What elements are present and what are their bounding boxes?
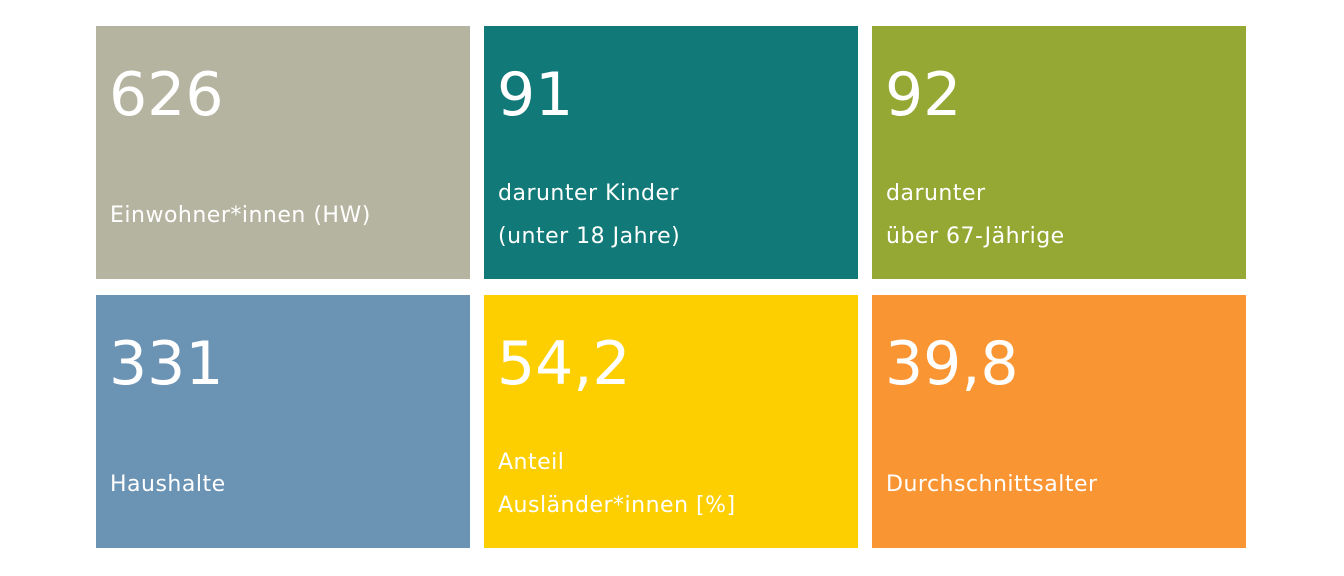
label-line: über 67-Jährige bbox=[886, 224, 1065, 249]
stat-label: darunter Kinder (unter 18 Jahre) bbox=[498, 26, 680, 279]
stat-tile: 91 darunter Kinder (unter 18 Jahre) bbox=[484, 26, 858, 279]
stat-value: 626 bbox=[109, 60, 224, 130]
stat-tile: 92 darunter über 67-Jährige bbox=[872, 26, 1246, 279]
label-line: Einwohner*innen (HW) bbox=[110, 202, 371, 228]
stat-label: Haushalte bbox=[110, 295, 226, 548]
stat-value: 331 bbox=[109, 329, 224, 399]
stat-tile: 39,8 Durchschnittsalter bbox=[872, 295, 1246, 548]
label-line: darunter Kinder bbox=[498, 181, 680, 206]
stat-value: 92 bbox=[885, 60, 962, 130]
tile-grid: 626 Einwohner*innen (HW) 91 darunter Kinder… bbox=[96, 26, 1246, 548]
stat-value: 91 bbox=[497, 60, 574, 130]
stat-label: Einwohner*innen (HW) bbox=[110, 26, 371, 279]
stat-label: Anteil Ausländer*innen [%] bbox=[498, 295, 736, 548]
label-line: (unter 18 Jahre) bbox=[498, 224, 681, 249]
label-line: darunter bbox=[886, 181, 986, 206]
label-line: Durchschnittsalter bbox=[886, 471, 1098, 497]
label-line: Haushalte bbox=[110, 471, 226, 497]
label-line: Ausländer*innen [%] bbox=[498, 493, 736, 518]
stat-label: darunter über 67-Jährige bbox=[886, 26, 1065, 279]
stat-value: 54,2 bbox=[497, 329, 631, 399]
stat-tile: 54,2 Anteil Ausländer*innen [%] bbox=[484, 295, 858, 548]
stat-value: 39,8 bbox=[885, 329, 1019, 399]
stat-label: Durchschnittsalter bbox=[886, 295, 1098, 548]
stat-tile: 331 Haushalte bbox=[96, 295, 470, 548]
stat-tile: 626 Einwohner*innen (HW) bbox=[96, 26, 470, 279]
label-line: Anteil bbox=[498, 450, 565, 475]
